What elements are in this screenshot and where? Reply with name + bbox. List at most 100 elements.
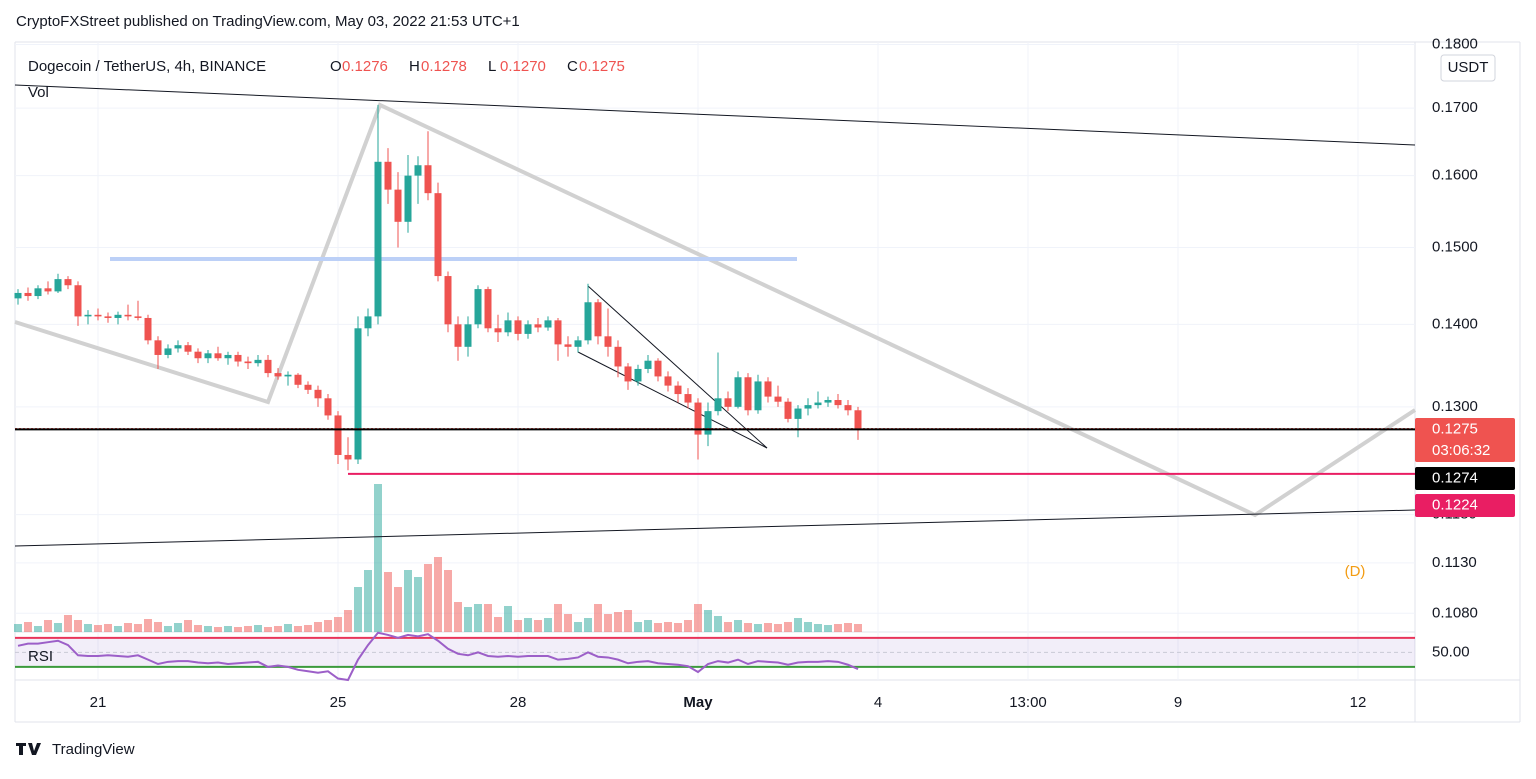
volume-bar [84, 624, 92, 632]
volume-bar [334, 617, 342, 632]
x-tick-label: 4 [874, 694, 882, 711]
volume-bar [154, 622, 162, 632]
volume-bar [624, 610, 632, 632]
candle-body [44, 288, 52, 292]
candle-body [844, 405, 852, 411]
candle-body [364, 316, 372, 329]
volume-bar [294, 626, 302, 632]
currency[interactable]: USDT [1448, 59, 1489, 76]
levels-layer [15, 427, 1415, 682]
candle-body [374, 161, 382, 317]
wave-label: (D) [1345, 563, 1366, 580]
y-tick-label: 0.1130 [1432, 554, 1477, 571]
price-label-box [1415, 467, 1515, 490]
volume-bar [684, 620, 692, 632]
volume-bar [804, 622, 812, 632]
candle-body [204, 353, 212, 359]
candle-body [834, 400, 842, 406]
volume-bar [164, 626, 172, 632]
volume-bar [774, 624, 782, 632]
volume-bar [454, 602, 462, 632]
candle-body [124, 314, 132, 317]
volume-bar [134, 624, 142, 632]
candle-body [754, 381, 762, 411]
volume-bar [514, 620, 522, 632]
currency-box[interactable] [1440, 54, 1496, 82]
volume-bar [434, 557, 442, 632]
drawings [14, 84, 1417, 547]
volume-label: Vol [28, 84, 49, 101]
y-tick-label: 0.1800 [1432, 35, 1478, 52]
candle-body [734, 377, 742, 407]
volume-bar [394, 587, 402, 632]
volume-bar [734, 620, 742, 632]
candle-body [94, 314, 102, 317]
volume-bar [374, 484, 382, 632]
volume-bar [184, 620, 192, 632]
candle-body [564, 344, 572, 347]
candle-body [694, 402, 702, 435]
x-tick-label: 25 [330, 694, 347, 711]
volume-bar [74, 620, 82, 632]
x-tick-label: 28 [510, 694, 527, 711]
volume-bar [274, 626, 282, 632]
rsi-label: RSI [28, 648, 53, 665]
candle-body [434, 193, 442, 277]
y-tick-label: 0.1700 [1432, 99, 1478, 116]
candle-body [234, 354, 242, 362]
price-label: 0.1275 [1432, 420, 1478, 437]
candle-body [614, 346, 622, 367]
volume-bar [494, 617, 502, 632]
volume-bar [464, 607, 472, 632]
volume-bar [344, 610, 352, 632]
ohlc-key: C [567, 58, 578, 75]
candle-body [64, 279, 72, 286]
candle-body [814, 402, 822, 406]
volume-bar [194, 625, 202, 632]
volume-bar [54, 623, 62, 632]
x-tick-label: May [683, 694, 713, 711]
wedge-upper [587, 285, 768, 449]
lower-trendline [14, 509, 1416, 547]
candle-body [664, 376, 672, 386]
price-label: 0.1224 [1432, 496, 1478, 513]
volume-bar [104, 624, 112, 632]
y-tick-label: 0.1080 [1432, 604, 1478, 621]
ohlc-value: 0.1275 [579, 58, 625, 75]
x-tick-label: 21 [90, 694, 107, 711]
candle-body [24, 292, 32, 297]
volume-bar [794, 618, 802, 632]
volume-bar [814, 624, 822, 632]
y-tick-label: 0.1300 [1432, 398, 1478, 415]
brand: TradingView [52, 741, 135, 758]
candle-body [194, 351, 202, 359]
candle-body [854, 410, 862, 429]
ohlc-value: 0.1278 [421, 58, 467, 75]
candle-body [334, 415, 342, 455]
volume-bar [254, 625, 262, 632]
candle-body [704, 411, 712, 435]
candles-layer [14, 104, 862, 471]
volume-bar [324, 620, 332, 632]
candle-body [34, 288, 42, 297]
ohlc-value: 0.1276 [342, 58, 388, 75]
candle-body [244, 361, 252, 364]
x-tick-label: 13:00 [1009, 694, 1047, 711]
volume-bar [214, 627, 222, 632]
brand-logo [16, 743, 41, 755]
candle-body [574, 340, 582, 347]
volume-bar [784, 622, 792, 632]
volume-bar [824, 625, 832, 632]
volume-bar [94, 625, 102, 632]
volume-bar [584, 618, 592, 632]
volume-bar [64, 615, 72, 632]
volume-bar [384, 572, 392, 632]
candle-body [424, 165, 432, 194]
volume-bar [554, 604, 562, 632]
candle-body [504, 320, 512, 333]
candle-body [824, 400, 832, 403]
candle-body [294, 374, 302, 385]
upper-trendline [14, 84, 1416, 146]
